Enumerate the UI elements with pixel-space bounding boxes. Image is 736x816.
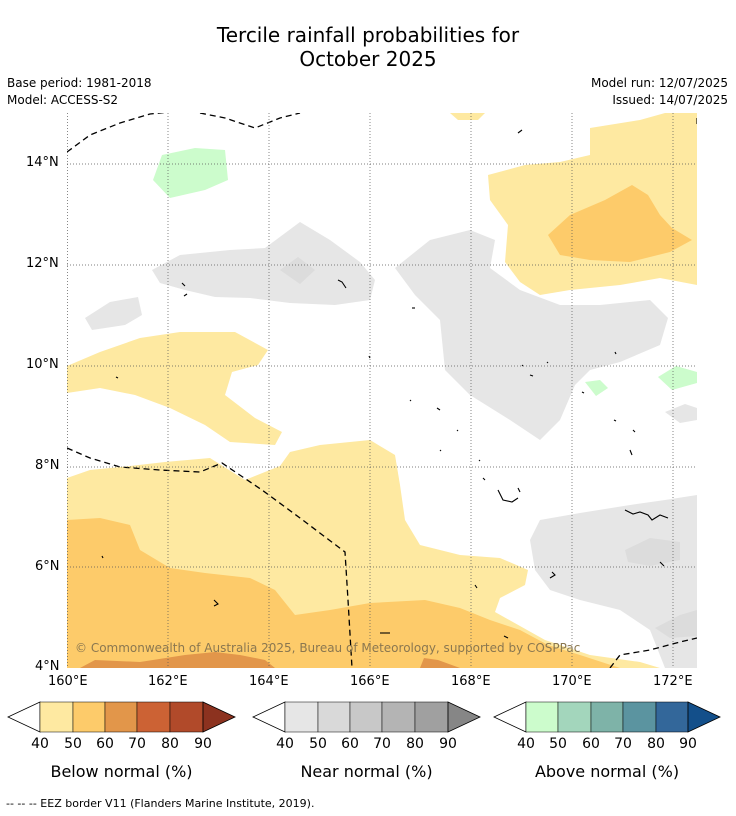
above-normal-region	[658, 366, 697, 390]
y-tick-label: 10°N	[26, 357, 59, 372]
colorbar-tick: 50	[549, 736, 567, 752]
colorbar-tick: 70	[373, 736, 391, 752]
model-name: Model: ACCESS-S2	[7, 93, 119, 107]
y-tick-label: 12°N	[26, 256, 59, 271]
model-run: Model run: 12/07/2025	[590, 76, 728, 90]
map-title-line1: Tercile rainfall probabilities for	[216, 23, 520, 47]
colorbar-tick: 80	[647, 736, 665, 752]
x-tick-label: 170°E	[552, 674, 592, 689]
colorbar-label-below: Below normal (%)	[50, 762, 193, 781]
colorbar-above-normal	[493, 701, 721, 733]
below-normal-region	[67, 332, 282, 445]
colorbar-tick: 60	[582, 736, 600, 752]
near-normal-region	[665, 404, 697, 423]
issued-date: Issued: 14/07/2025	[612, 93, 728, 107]
near-normal-region	[395, 230, 668, 440]
y-tick-label: 14°N	[26, 155, 59, 170]
near-normal-region	[280, 257, 315, 284]
copyright-notice: © Commonwealth of Australia 2025, Bureau…	[75, 641, 581, 655]
colorbar-tick: 70	[128, 736, 146, 752]
map-area	[67, 113, 697, 668]
below-normal-region	[67, 518, 620, 668]
base-period: Base period: 1981-2018	[7, 76, 152, 90]
map-gridlines	[67, 113, 697, 668]
x-tick-label: 164°E	[249, 674, 289, 689]
near-normal-region	[625, 538, 680, 566]
x-tick-label: 168°E	[451, 674, 491, 689]
colorbar-tick: 40	[31, 736, 49, 752]
colorbar-tick: 50	[64, 736, 82, 752]
below-normal-region	[80, 652, 275, 668]
island-outlines	[101, 118, 697, 639]
eez-border	[67, 113, 697, 668]
x-tick-label: 172°E	[653, 674, 693, 689]
eez-footnote: -- -- -- EEZ border V11 (Flanders Marine…	[6, 797, 315, 810]
colorbar-tick: 80	[161, 736, 179, 752]
colorbar-tick: 90	[194, 736, 212, 752]
x-tick-label: 162°E	[148, 674, 188, 689]
x-tick-label: 166°E	[350, 674, 390, 689]
below-normal-region	[420, 658, 460, 668]
colorbar-tick: 60	[96, 736, 114, 752]
map-title-line2: October 2025	[299, 47, 437, 71]
y-tick-label: 4°N	[35, 659, 60, 674]
colorbar-tick: 90	[439, 736, 457, 752]
colorbar-tick: 80	[406, 736, 424, 752]
below-normal-region	[548, 185, 692, 262]
near-normal-region	[152, 222, 375, 305]
colorbar-tick: 90	[679, 736, 697, 752]
y-tick-label: 6°N	[35, 559, 60, 574]
colorbar-tick: 40	[276, 736, 294, 752]
colorbar-tick: 70	[614, 736, 632, 752]
x-tick-label: 160°E	[48, 674, 88, 689]
near-normal-region	[85, 297, 142, 330]
colorbar-below-normal	[7, 701, 236, 733]
colorbar-tick: 40	[517, 736, 535, 752]
y-tick-label: 8°N	[35, 458, 60, 473]
near-normal-region	[655, 610, 697, 638]
below-normal-region	[450, 113, 485, 120]
colorbar-tick: 50	[309, 736, 327, 752]
colorbar-label-near: Near normal (%)	[300, 762, 433, 781]
above-normal-region	[585, 380, 608, 396]
near-normal-region	[530, 495, 697, 668]
colorbar-tick: 60	[341, 736, 359, 752]
colorbar-near-normal	[252, 701, 481, 733]
colorbar-label-above: Above normal (%)	[534, 762, 680, 781]
above-normal-region	[153, 148, 228, 198]
